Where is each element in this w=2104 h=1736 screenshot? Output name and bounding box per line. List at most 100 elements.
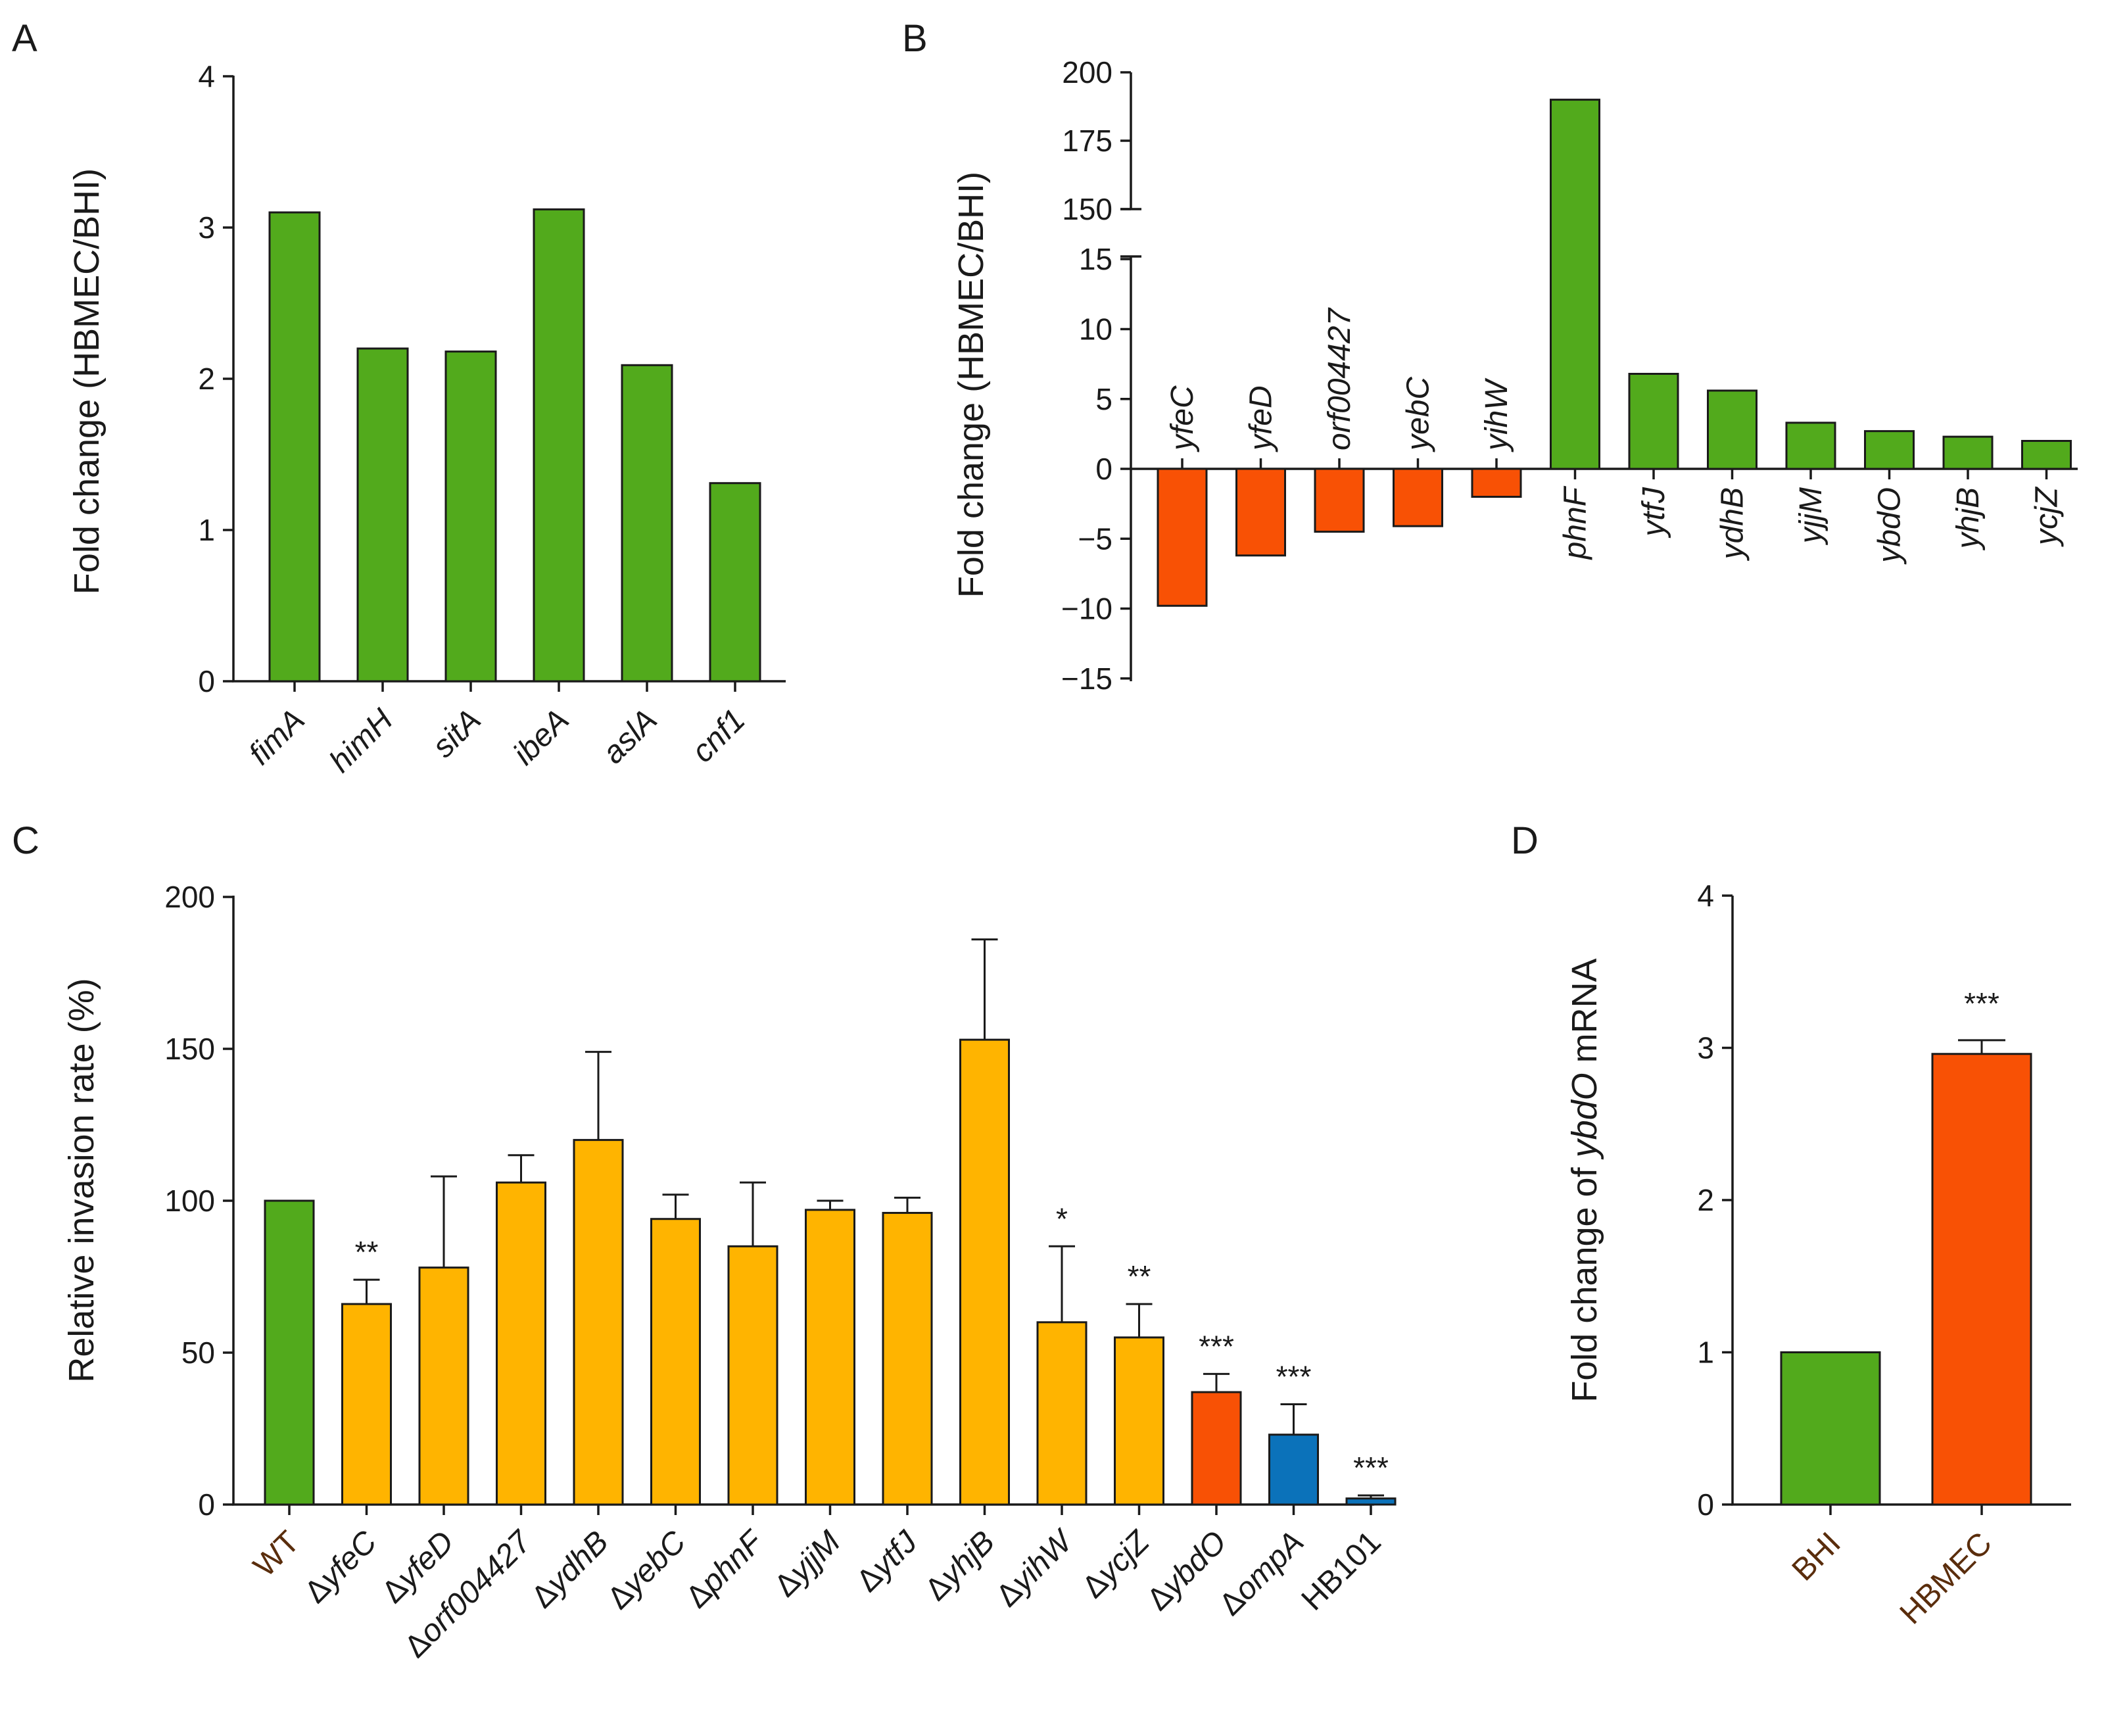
panel-d-bar-BHI: [1780, 1351, 1881, 1506]
panel-c-errorbar-phnF: [740, 1181, 766, 1247]
panel-b-category-ycjZ: ycjZ: [2030, 486, 2065, 547]
panel-b-bar-yfeC: [1157, 468, 1208, 607]
panel-b-category-ydhB: ydhB: [1715, 487, 1750, 561]
panel-d-bar-HBMEC: [1931, 1053, 2032, 1506]
panel-b-bar-yebC: [1393, 468, 1443, 527]
panel-c-ytick-label-4: 200: [164, 880, 215, 914]
panel-c-errorbar-yihW: [1049, 1245, 1075, 1322]
panel-b-bar-ybdO: [1864, 430, 1915, 470]
panel-c-errorbar-yjjM: [817, 1199, 844, 1210]
panel-c-significance-ycjZ: **: [1128, 1259, 1151, 1293]
panel-a-categories: fimA himH sitA ibeA aslA cnf1: [242, 702, 752, 779]
panel-b-ytick-label-8: −10: [1061, 592, 1112, 626]
panel-b-ytick-label-1: 175: [1062, 124, 1112, 158]
panel-b-ytick-label-7: −5: [1078, 521, 1112, 556]
panel-c-bar-ycjZ: [1114, 1336, 1164, 1506]
panel-c-bar-WT: [264, 1199, 315, 1506]
panel-c-significance-HB101: ***: [1353, 1451, 1389, 1485]
panel-c: C Relative invasion rate (%) 0 50 100 150 20…: [12, 819, 1397, 1664]
panel-c-ytick-label-1: 50: [181, 1336, 215, 1370]
panel-b-bar-ydhB: [1707, 389, 1757, 470]
panel-a-category-aslA: aslA: [596, 702, 664, 771]
panel-c-bar-orf004427: [496, 1181, 546, 1506]
panel-b: B Fold change (HBMEC/BHI) 200 175 150 15 10 5…: [902, 17, 2078, 696]
panel-b-categories: yfeC yfeD orf004427 yebC yihW phnF ytfJ ydhB yjj…: [1165, 307, 2065, 565]
panel-c-bar-HB101: [1345, 1497, 1397, 1506]
panel-d-significance-HBMEC: ***: [1964, 986, 1999, 1021]
panel-b-bar-yihW: [1471, 468, 1522, 498]
panel-c-category-yfeC: ΔyfeC: [298, 1524, 383, 1610]
panel-c-errorbar-yebC: [662, 1194, 689, 1219]
panel-d-ytick-label-1: 1: [1697, 1336, 1714, 1370]
panel-c-bar-yihW: [1036, 1321, 1088, 1506]
panel-c-errorbar-yfeC: [353, 1278, 380, 1305]
panel-c-errorbar-HB101: [1358, 1494, 1384, 1499]
panel-c-category-phnF: ΔphnF: [679, 1523, 771, 1614]
panel-a: A Fold change (HBMEC/BHI) 0 1 2 3 4 fimA himH…: [12, 17, 786, 779]
panel-c-category-HB101: HB101: [1295, 1524, 1388, 1617]
panel-a-ytick-label-0: 0: [198, 664, 215, 698]
panel-b-category-yihW: yihW: [1479, 377, 1514, 452]
panel-c-errorbar-ydhB: [585, 1051, 611, 1140]
panel-d-categories: BHI HBMEC: [1786, 1526, 1999, 1631]
panel-d-label: D: [1511, 819, 1539, 862]
panel-d-ytick-label-2: 2: [1697, 1183, 1714, 1217]
panel-c-errorbar-ytfJ: [894, 1196, 920, 1213]
panel-c-bar-ompA: [1268, 1434, 1319, 1506]
panel-c-bar-ybdO: [1191, 1391, 1242, 1506]
panel-d-category-HBMEC: HBMEC: [1894, 1526, 1999, 1631]
panel-a-category-cnf1: cnf1: [685, 702, 752, 769]
panel-a-bar-aslA: [621, 364, 673, 683]
panel-c-category-ytfJ: ΔytfJ: [850, 1524, 925, 1599]
panel-b-ytick-label-6: 0: [1095, 452, 1112, 486]
panel-c-significance-yfeC: **: [355, 1235, 379, 1269]
panel-c-bars: **************: [264, 938, 1397, 1515]
panel-b-ytick-label-2: 150: [1062, 192, 1112, 226]
panel-b-bar-yfeD: [1235, 468, 1286, 557]
panel-a-category-ibeA: ibeA: [506, 702, 575, 771]
panel-a-bar-fimA: [268, 211, 321, 683]
panel-d: D Fold change of ybdO mRNA 0 1 2 3 4 *** BHI…: [1511, 819, 2071, 1631]
panel-b-category-phnF: phnF: [1558, 485, 1593, 560]
panel-a-label: A: [12, 17, 37, 60]
panel-a-ylabel: Fold change (HBMEC/BHI): [67, 168, 107, 594]
panel-b-category-yfeD: yfeD: [1244, 385, 1279, 452]
panel-a-bar-cnf1: [709, 482, 761, 683]
panel-a-ytick-label-2: 2: [198, 362, 215, 396]
panel-d-bars: ***: [1780, 986, 2032, 1515]
panel-c-category-WT: WT: [247, 1524, 306, 1583]
panel-c-category-yhjB: ΔyhjB: [919, 1524, 1001, 1607]
panel-b-category-ybdO: ybdO: [1873, 487, 1907, 565]
panel-b-ytick-label-0: 200: [1062, 55, 1112, 89]
panel-a-ytick-label-4: 4: [198, 59, 215, 93]
panel-c-category-yebC: ΔyebC: [601, 1524, 693, 1616]
panel-c-bar-yhjB: [959, 1038, 1010, 1506]
panel-d-category-BHI: BHI: [1786, 1526, 1848, 1587]
panel-c-ytick-label-3: 150: [164, 1032, 215, 1066]
panel-a-bar-ibeA: [533, 208, 585, 683]
panel-b-category-yfeC: yfeC: [1165, 385, 1200, 452]
panel-c-label: C: [12, 819, 39, 862]
panel-c-errorbar-ompA: [1280, 1403, 1307, 1435]
panel-c-bar-ydhB: [573, 1139, 624, 1506]
panel-a-ytick-label-3: 3: [198, 210, 215, 245]
panel-c-bar-ytfJ: [882, 1211, 933, 1506]
panel-b-category-orf004427: orf004427: [1322, 307, 1357, 450]
panel-a-category-himH: himH: [323, 702, 400, 779]
panel-c-errorbar-yfeD: [431, 1175, 457, 1268]
panel-c-bar-yfeD: [418, 1266, 469, 1506]
panel-b-category-ytfJ: ytfJ: [1637, 487, 1671, 539]
panel-b-bar-yjjM: [1785, 422, 1836, 470]
panel-c-errorbar-ycjZ: [1126, 1303, 1153, 1338]
panel-d-errorbar-HBMEC: [1958, 1039, 2005, 1054]
panel-b-category-yebC: yebC: [1401, 377, 1436, 452]
panel-a-bars: [268, 208, 761, 692]
panel-c-category-yihW: ΔyihW: [990, 1522, 1081, 1614]
panel-c-significance-ompA: ***: [1276, 1360, 1312, 1394]
panel-b-ytick-label-3: 15: [1079, 242, 1112, 276]
panel-d-ylabel: Fold change of ybdO mRNA: [1565, 958, 1604, 1402]
panel-b-yticks: 200 175 150 15 10 5 0 −5 −10 −15: [1061, 55, 1131, 696]
panel-c-category-ompA: ΔompA: [1212, 1524, 1310, 1622]
panel-b-bar-ytfJ: [1628, 373, 1679, 470]
panel-b-category-yjjM: yjjM: [1794, 487, 1829, 545]
